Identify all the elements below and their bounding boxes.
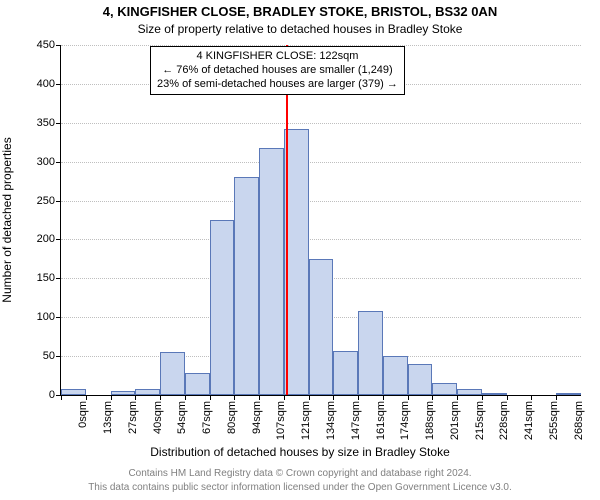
info-line-3: 23% of semi-detached houses are larger (… [157,78,398,92]
histogram-bar [383,356,408,395]
x-tick-mark [61,395,62,400]
histogram-bar [259,148,284,395]
y-tick-label: 100 [37,311,55,323]
x-tick-mark [210,395,211,400]
x-tick-mark [556,395,557,400]
histogram-bar [309,259,334,395]
x-tick-label: 215sqm [474,401,486,440]
y-tick-label: 50 [43,350,55,362]
histogram-bar [160,352,185,395]
x-tick-mark [383,395,384,400]
x-tick-label: 174sqm [399,401,411,440]
y-tick-mark [56,201,61,202]
histogram-bar [185,373,210,395]
info-box: 4 KINGFISHER CLOSE: 122sqm ← 76% of deta… [150,46,405,95]
y-tick-mark [56,317,61,318]
x-tick-mark [234,395,235,400]
x-tick-mark [432,395,433,400]
x-tick-label: 0sqm [77,401,89,428]
x-tick-mark [309,395,310,400]
y-tick-label: 0 [49,389,55,401]
x-tick-mark [111,395,112,400]
histogram-bar [210,220,235,395]
x-tick-label: 255sqm [548,401,560,440]
histogram-bar [457,389,482,395]
histogram-bar [556,393,581,395]
y-axis-label: Number of detached properties [0,137,14,302]
y-tick-mark [56,45,61,46]
footer-line-2: This data contains public sector informa… [0,482,600,493]
x-tick-label: 27sqm [127,401,139,434]
x-tick-label: 121sqm [300,401,312,440]
y-tick-mark [56,239,61,240]
x-tick-label: 161sqm [375,401,387,440]
x-tick-label: 40sqm [152,401,164,434]
info-line-1: 4 KINGFISHER CLOSE: 122sqm [157,50,398,64]
x-tick-mark [333,395,334,400]
grid-line [61,162,581,163]
x-tick-label: 13sqm [102,401,114,434]
x-tick-label: 54sqm [176,401,188,434]
y-tick-label: 450 [37,39,55,51]
y-tick-label: 200 [37,233,55,245]
chart-title: 4, KINGFISHER CLOSE, BRADLEY STOKE, BRIS… [0,4,600,19]
histogram-bar [135,389,160,395]
x-tick-mark [259,395,260,400]
y-tick-mark [56,162,61,163]
x-tick-label: 94sqm [251,401,263,434]
x-tick-mark [507,395,508,400]
y-tick-mark [56,84,61,85]
y-tick-mark [56,123,61,124]
x-tick-mark [284,395,285,400]
x-tick-mark [358,395,359,400]
chart-subtitle: Size of property relative to detached ho… [0,22,600,36]
y-tick-label: 250 [37,195,55,207]
x-tick-label: 147sqm [350,401,362,440]
x-tick-label: 268sqm [573,401,585,440]
x-tick-mark [86,395,87,400]
histogram-bar [333,351,358,395]
footer-line-1: Contains HM Land Registry data © Crown c… [0,468,600,479]
histogram-bar [432,383,457,395]
x-tick-label: 241sqm [523,401,535,440]
y-tick-mark [56,278,61,279]
grid-line [61,201,581,202]
x-tick-mark [160,395,161,400]
x-axis-label: Distribution of detached houses by size … [0,445,600,459]
x-tick-mark [408,395,409,400]
y-tick-label: 150 [37,272,55,284]
histogram-bar [111,391,136,395]
x-tick-mark [482,395,483,400]
x-tick-label: 228sqm [498,401,510,440]
marker-line [286,45,288,395]
y-tick-label: 400 [37,78,55,90]
x-tick-label: 188sqm [424,401,436,440]
x-tick-label: 201sqm [449,401,461,440]
histogram-bar [358,311,383,395]
chart-container: 4, KINGFISHER CLOSE, BRADLEY STOKE, BRIS… [0,0,600,500]
y-tick-label: 350 [37,117,55,129]
grid-line [61,239,581,240]
x-tick-label: 67sqm [201,401,213,434]
histogram-bar [61,389,86,395]
y-tick-mark [56,356,61,357]
histogram-bar [482,393,507,395]
y-tick-label: 300 [37,156,55,168]
info-line-2: ← 76% of detached houses are smaller (1,… [157,64,398,78]
chart-area: 0501001502002503003504004500sqm13sqm27sq… [60,45,581,396]
x-tick-mark [135,395,136,400]
histogram-bar [234,177,259,395]
grid-line [61,123,581,124]
x-tick-mark [185,395,186,400]
x-tick-label: 134sqm [325,401,337,440]
x-tick-label: 80sqm [226,401,238,434]
x-tick-mark [531,395,532,400]
histogram-bar [408,364,433,395]
x-tick-mark [457,395,458,400]
x-tick-label: 107sqm [275,401,287,440]
